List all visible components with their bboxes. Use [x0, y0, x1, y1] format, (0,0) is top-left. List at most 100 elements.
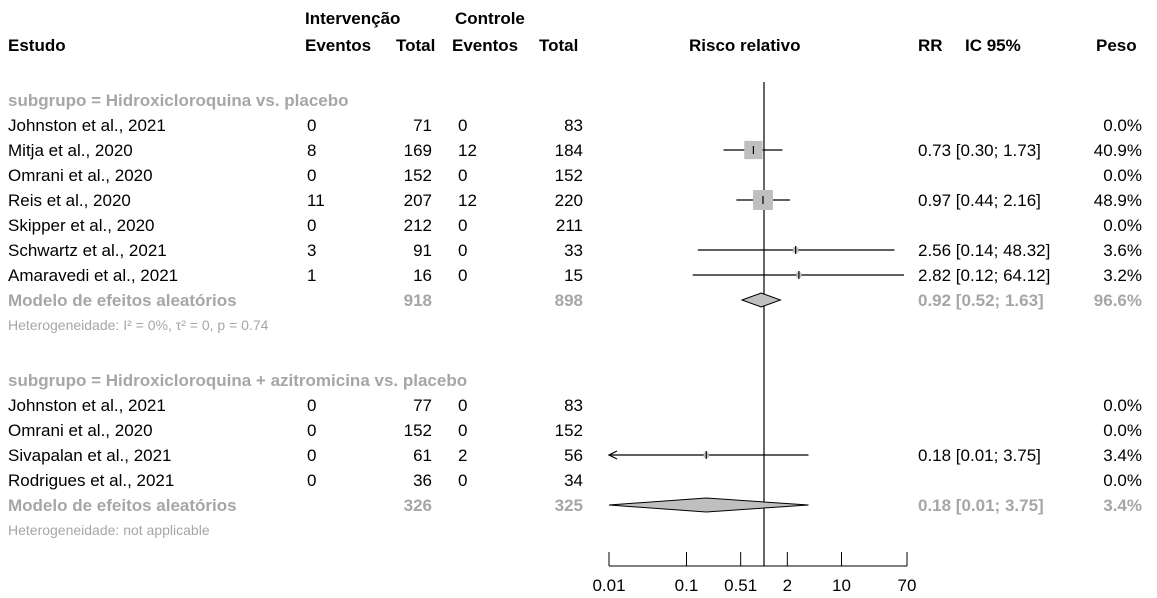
total-control: 56 — [564, 446, 583, 465]
summary-total-intervention: 326 — [403, 496, 432, 515]
total-intervention: 212 — [403, 216, 432, 235]
total-control: 15 — [564, 266, 583, 285]
total-intervention: 71 — [413, 116, 432, 135]
total-intervention: 169 — [403, 141, 432, 160]
total-intervention: 36 — [413, 471, 432, 490]
events-control: 0 — [458, 166, 468, 185]
weight: 40.9% — [1093, 141, 1142, 160]
events-intervention: 0 — [307, 421, 317, 440]
weight: 0.0% — [1103, 421, 1142, 440]
header-group-control: Controle — [455, 9, 525, 28]
summary-total-control: 325 — [554, 496, 583, 515]
weight: 0.0% — [1103, 116, 1142, 135]
rr-ci: 2.56 [0.14; 48.32] — [918, 241, 1051, 260]
study-name: Sivapalan et al., 2021 — [8, 446, 172, 465]
summary-weight: 96.6% — [1093, 291, 1142, 310]
total-control: 211 — [555, 216, 583, 235]
plot-title: Risco relativo — [689, 36, 801, 55]
heterogeneity-line: Heterogeneidade: not applicable — [8, 523, 210, 537]
study-name: Schwartz et al., 2021 — [8, 241, 167, 260]
header-rr: RR — [918, 36, 943, 55]
weight: 3.6% — [1103, 241, 1142, 260]
header-group-intervention: Intervenção — [305, 9, 401, 28]
rr-ci: 2.82 [0.12; 64.12] — [918, 266, 1051, 285]
events-intervention: 0 — [307, 471, 317, 490]
subgroup-title: subgrupo = Hidroxicloroquina + azitromic… — [8, 371, 468, 390]
events-control: 2 — [458, 446, 468, 465]
total-intervention: 61 — [413, 446, 432, 465]
total-control: 152 — [554, 166, 583, 185]
study-name: Johnston et al., 2021 — [8, 396, 166, 415]
weight: 0.0% — [1103, 471, 1142, 490]
events-control: 0 — [458, 266, 468, 285]
heterogeneity-line: Heterogeneidade: I² = 0%, τ² = 0, p = 0.… — [8, 318, 268, 332]
total-control: 152 — [554, 421, 583, 440]
x-tick-label: 0.51 — [724, 576, 757, 595]
total-control: 83 — [564, 396, 583, 415]
weight: 0.0% — [1103, 396, 1142, 415]
events-intervention: 0 — [307, 396, 317, 415]
subgroup-title: subgrupo = Hidroxicloroquina vs. placebo — [8, 91, 349, 110]
events-control: 0 — [458, 396, 468, 415]
header-study: Estudo — [8, 36, 66, 55]
heterogeneity-stats: not applicable — [123, 522, 210, 538]
events-control: 12 — [458, 191, 477, 210]
weight: 0.0% — [1103, 216, 1142, 235]
total-control: 33 — [564, 241, 583, 260]
x-tick-label: 2 — [783, 576, 792, 595]
study-name: Skipper et al., 2020 — [8, 216, 155, 235]
total-intervention: 152 — [403, 166, 432, 185]
total-control: 220 — [554, 191, 583, 210]
header-weight: Peso — [1096, 36, 1137, 55]
events-control: 0 — [458, 116, 468, 135]
events-intervention: 11 — [307, 191, 325, 210]
total-intervention: 152 — [403, 421, 432, 440]
events-control: 0 — [458, 421, 468, 440]
rr-ci: 0.73 [0.30; 1.73] — [918, 141, 1041, 160]
total-intervention: 91 — [413, 241, 432, 260]
header-total-intervention: Total — [396, 36, 436, 55]
events-intervention: 0 — [307, 166, 317, 185]
heterogeneity-prefix: Heterogeneidade: — [8, 522, 124, 538]
events-intervention: 3 — [307, 241, 317, 260]
summary-total-control: 898 — [554, 291, 583, 310]
total-intervention: 16 — [413, 266, 432, 285]
summary-label: Modelo de efeitos aleatórios — [8, 291, 237, 310]
x-tick-label: 0.1 — [675, 576, 699, 595]
rr-ci: 0.97 [0.44; 2.16] — [918, 191, 1041, 210]
header-events-intervention: Eventos — [305, 36, 372, 55]
weight: 48.9% — [1093, 191, 1142, 210]
events-intervention: 0 — [307, 116, 317, 135]
events-intervention: 0 — [307, 216, 317, 235]
weight: 3.4% — [1103, 446, 1142, 465]
summary-diamond — [740, 292, 782, 308]
x-tick-label: 10 — [832, 576, 851, 595]
summary-rr-ci: 0.18 [0.01; 3.75] — [918, 496, 1044, 515]
study-name: Johnston et al., 2021 — [8, 116, 166, 135]
study-name: Rodrigues et al., 2021 — [8, 471, 175, 490]
events-intervention: 1 — [307, 266, 317, 285]
events-control: 12 — [458, 141, 477, 160]
events-control: 0 — [458, 241, 468, 260]
total-intervention: 77 — [413, 396, 432, 415]
summary-rr-ci: 0.92 [0.52; 1.63] — [918, 291, 1044, 310]
events-intervention: 8 — [307, 141, 317, 160]
events-intervention: 0 — [307, 446, 317, 465]
x-tick-label: 70 — [898, 576, 917, 595]
heterogeneity-prefix: Heterogeneidade: — [8, 317, 124, 333]
header-events-control: Eventos — [452, 36, 519, 55]
study-name: Reis et al., 2020 — [8, 191, 131, 210]
events-control: 0 — [458, 216, 468, 235]
ci-arrow-left — [607, 450, 618, 460]
events-control: 0 — [458, 471, 468, 490]
total-intervention: 207 — [403, 191, 432, 210]
summary-label: Modelo de efeitos aleatórios — [8, 496, 237, 515]
weight: 3.2% — [1103, 266, 1142, 285]
total-control: 83 — [564, 116, 583, 135]
header-total-control: Total — [539, 36, 579, 55]
weight: 0.0% — [1103, 166, 1142, 185]
summary-total-intervention: 918 — [403, 291, 432, 310]
header-ci: IC 95% — [965, 36, 1021, 55]
study-name: Omrani et al., 2020 — [8, 166, 153, 185]
